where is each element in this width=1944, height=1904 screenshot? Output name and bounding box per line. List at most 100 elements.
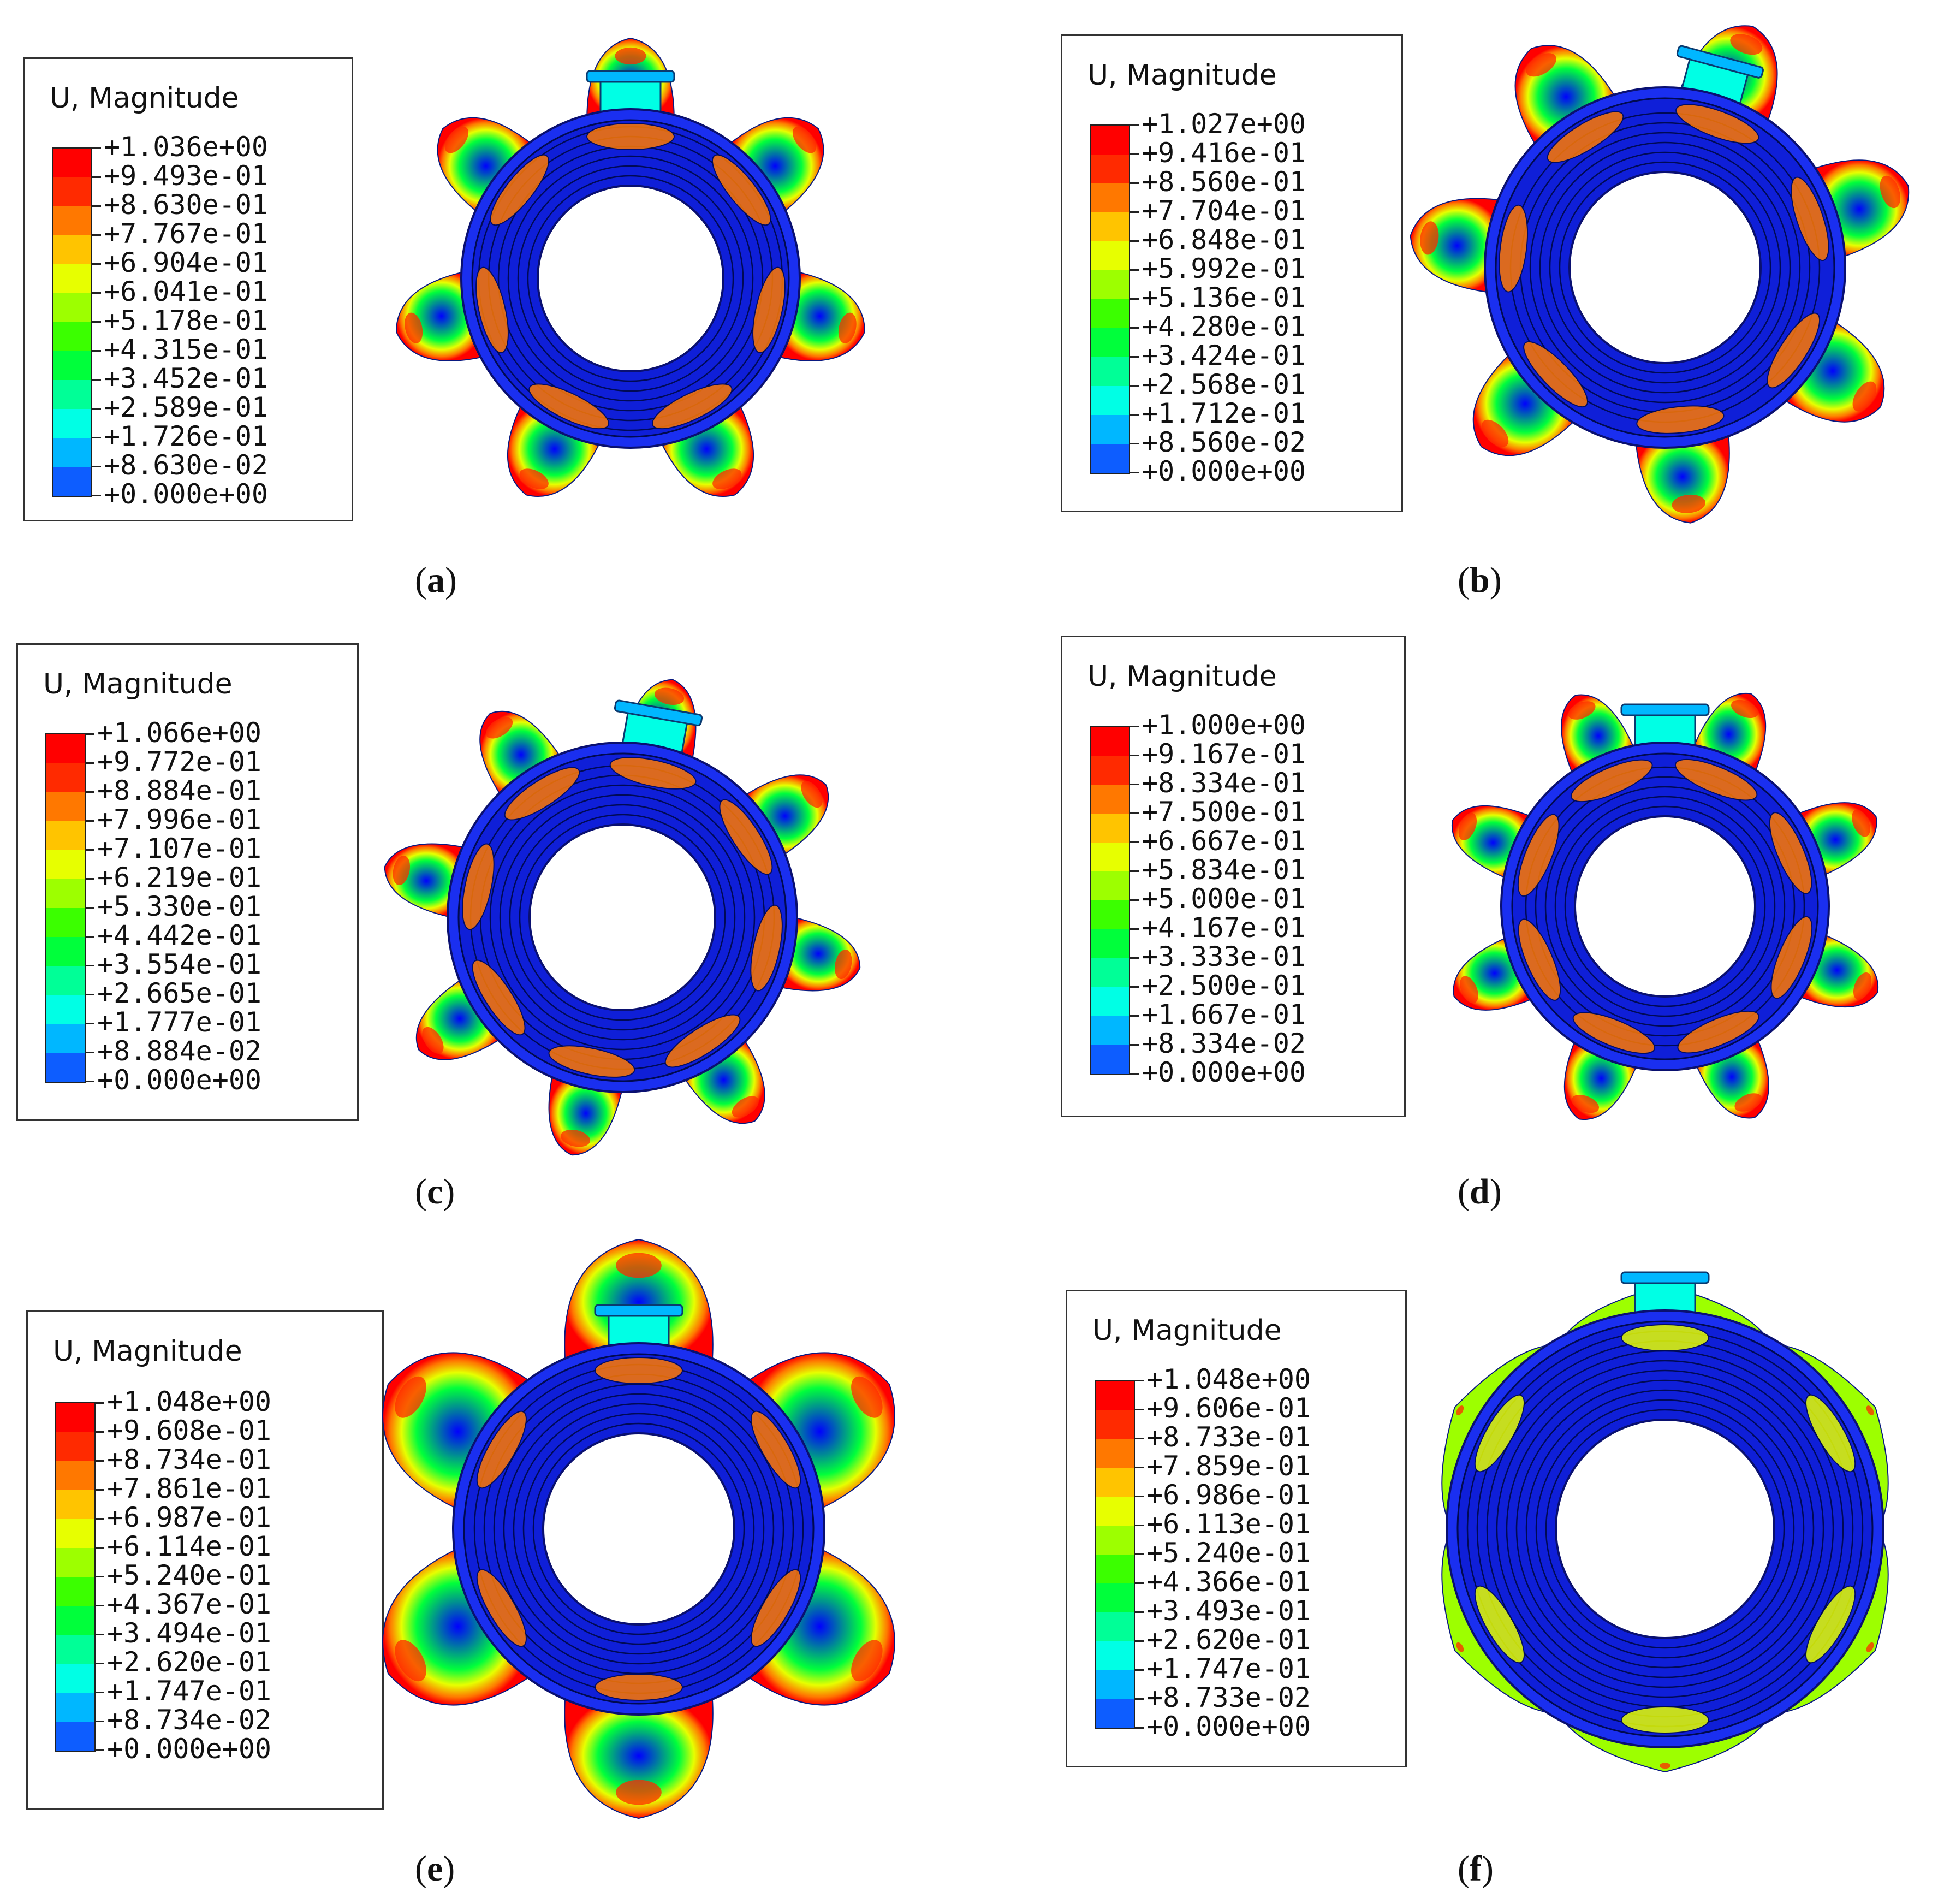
legend-tick-label: +2.620e-01: [107, 1646, 272, 1678]
legend-tick-label: +4.315e-01: [104, 334, 269, 365]
color-swatch: [1096, 1468, 1134, 1497]
legend-tick: [1134, 1669, 1144, 1671]
legend-tick-label: +8.884e-02: [97, 1035, 262, 1067]
lobe-tip-highlight: [1852, 381, 1877, 412]
legend-tick: [91, 147, 101, 149]
lobe-tip-highlight: [1420, 221, 1439, 255]
legend-tick: [1134, 1698, 1144, 1700]
legend-tick-label: +6.904e-01: [104, 247, 269, 278]
legend-tick: [94, 1518, 104, 1520]
lobe-tip-highlight: [1460, 976, 1478, 1004]
central-hole: [1555, 1419, 1775, 1639]
inner-buckle: [1523, 341, 1588, 408]
legend-tick: [1129, 385, 1139, 387]
legend-tick: [85, 762, 94, 764]
legend-tick: [91, 176, 101, 178]
subfigure-label: (b): [1458, 560, 1502, 600]
legend-tick-label: +6.219e-01: [97, 862, 262, 893]
central-hole: [537, 185, 724, 372]
legend-tick-label: +8.733e-02: [1146, 1682, 1311, 1713]
inner-buckle: [751, 1410, 801, 1489]
lobe-tip-highlight: [838, 312, 857, 343]
stiffener-ring: [1539, 141, 1791, 394]
color-swatch: [53, 264, 91, 293]
subfigure-label: (e): [415, 1849, 455, 1889]
inner-buckle: [1770, 916, 1813, 999]
inner-buckle: [462, 843, 495, 930]
legend-tick-label: +2.500e-01: [1142, 970, 1306, 1001]
legend-tick-label: +4.167e-01: [1142, 912, 1306, 944]
inner-buckle: [751, 1569, 801, 1647]
stiffener-ring: [1515, 1379, 1815, 1678]
color-swatch: [1091, 183, 1129, 212]
lobe-tip-highlight: [1853, 972, 1872, 1000]
legend-tick-label: +6.113e-01: [1146, 1508, 1311, 1540]
legend-tick-label: +8.734e-01: [107, 1444, 272, 1475]
legend-tick-label: +1.747e-01: [1146, 1653, 1311, 1684]
legend-tick: [91, 379, 101, 381]
color-swatch: [1096, 1381, 1134, 1410]
color-swatch: [1091, 1016, 1129, 1045]
legend-tick-label: +7.500e-01: [1142, 796, 1306, 828]
legend-tick-label: +1.747e-01: [107, 1675, 272, 1707]
legend-tick: [1129, 812, 1139, 814]
legend-tick: [1134, 1727, 1144, 1729]
legend-title: U, Magnitude: [50, 82, 239, 115]
lobe-tip-highlight: [851, 1376, 883, 1418]
subfigure-label: (d): [1458, 1172, 1502, 1212]
color-swatch: [46, 1024, 85, 1053]
color-swatch: [53, 380, 91, 409]
legend-tick-label: +5.136e-01: [1142, 282, 1306, 313]
lobe-tip-highlight: [1481, 419, 1509, 447]
legend-tick: [1129, 124, 1139, 126]
legend-tick-label: +7.996e-01: [97, 804, 262, 835]
color-swatch: [1091, 212, 1129, 241]
legend-tick: [1129, 443, 1139, 444]
legend-tick: [94, 1460, 104, 1462]
nozzle-flange: [1676, 45, 1764, 79]
color-bar: [1090, 726, 1130, 1075]
legend-tick: [85, 733, 94, 735]
color-bar: [45, 733, 86, 1083]
lobe-tip-highlight: [422, 1027, 444, 1054]
color-swatch: [1091, 900, 1129, 929]
color-swatch: [1096, 1670, 1134, 1699]
color-swatch: [1096, 1583, 1134, 1612]
stiffener-ring: [503, 1393, 775, 1665]
stiffener-ring: [1564, 805, 1766, 1007]
lobe-tip-highlight: [1660, 1763, 1670, 1769]
legend-tick-label: +7.861e-01: [107, 1473, 272, 1504]
legend-tick-label: +4.366e-01: [1146, 1566, 1311, 1598]
lobe-tip-highlight: [519, 468, 549, 489]
stiffener-ring: [532, 1422, 745, 1635]
lobe-tip-highlight: [395, 1376, 426, 1418]
color-swatch: [1091, 756, 1129, 785]
legend-tick: [1134, 1496, 1144, 1497]
stiffener-ring: [1535, 776, 1796, 1037]
color-swatch: [53, 438, 91, 467]
color-swatch: [46, 879, 85, 908]
color-swatch: [53, 322, 91, 351]
stiffener-ring: [517, 165, 744, 392]
deformation-lobe: [1410, 198, 1505, 294]
deformed-model: [1451, 692, 1879, 1120]
legend-tick-label: +0.000e+00: [97, 1064, 262, 1096]
inner-buckle: [752, 266, 786, 354]
legend-tick-label: +3.452e-01: [104, 363, 269, 394]
inner-buckle: [719, 799, 773, 875]
color-swatch: [46, 763, 85, 792]
lobe-tip-highlight: [615, 47, 646, 65]
deformed-model: [396, 37, 865, 497]
color-swatch: [46, 995, 85, 1024]
inner-buckle: [1499, 204, 1528, 293]
lobe-tip-highlight: [1730, 34, 1763, 55]
stiffener-ring: [1535, 1399, 1795, 1659]
inner-buckle: [1769, 812, 1812, 894]
central-hole: [1574, 815, 1756, 998]
legend-tick-label: +7.767e-01: [104, 218, 269, 250]
central-hole: [542, 1432, 735, 1626]
legend-tick-label: +4.367e-01: [107, 1588, 272, 1620]
legend-tick-label: +8.884e-01: [97, 775, 262, 806]
legend-tick-label: +9.772e-01: [97, 746, 262, 778]
lobe-tip-highlight: [834, 949, 852, 980]
